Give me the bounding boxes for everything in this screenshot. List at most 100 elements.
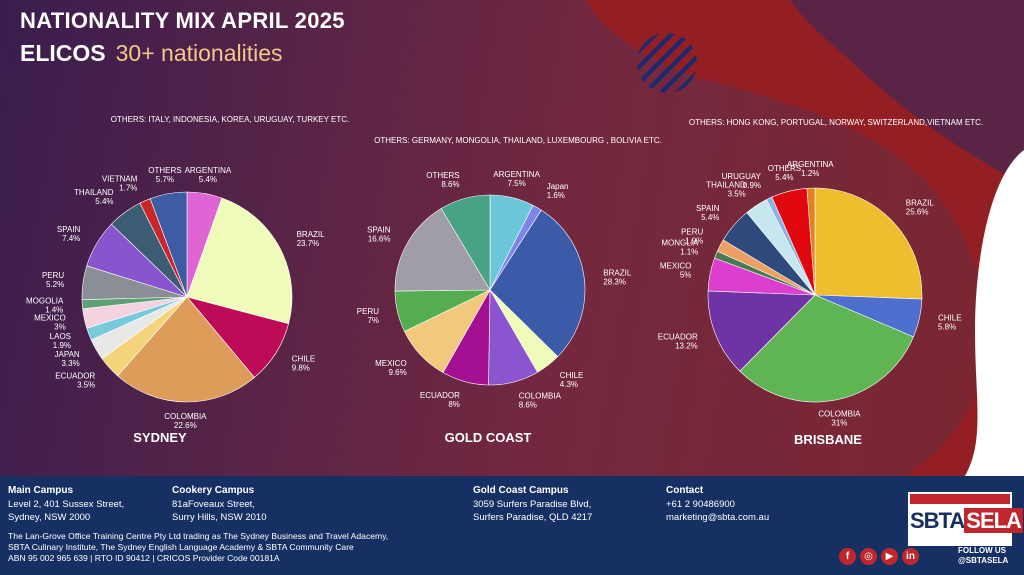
slice-value-label: 8.6% [441, 180, 459, 189]
youtube-icon[interactable]: ▶ [881, 548, 898, 565]
contact-phone[interactable]: +61 2 90486900 [666, 499, 735, 510]
facebook-icon[interactable]: f [839, 548, 856, 565]
pie-slice-others[interactable] [149, 191, 188, 298]
contact-email[interactable]: marketing@sbta.com.au [666, 512, 770, 523]
slice-category-label: ARGENTINA [185, 166, 232, 175]
legal-line: ABN 95 002 965 639 | RTO ID 90412 | CRIC… [8, 553, 280, 563]
red-swoosh-shape [585, 0, 1024, 476]
footer-line: Surry Hills, NSW 2010 [172, 512, 267, 523]
logo-bar [910, 494, 1010, 504]
logo-right: SELA [964, 508, 1023, 533]
slice-category-label: THAILAND [74, 188, 114, 197]
chart-title: BRISBANE [794, 432, 862, 447]
slice-category-label: PERU [42, 271, 64, 280]
pie-charts: ARGENTINA5.4%BRAZIL23.7%CHILE9.8%COLOMBI… [26, 115, 983, 447]
slice-category-label: BRAZIL [906, 199, 935, 208]
footer-contact: Contact +61 2 90486900 marketing@sbta.co… [666, 484, 769, 524]
slice-value-label: 5.4% [701, 213, 719, 222]
slice-value-label: 3.5% [728, 190, 746, 199]
slice-value-label: 25.6% [906, 208, 929, 217]
pie-slice-ecuador[interactable] [707, 290, 816, 372]
pie-slice-others[interactable] [440, 194, 491, 292]
legal-line: The Lan-Grove Office Training Centre Pty… [8, 531, 389, 541]
slice-value-label: 4.3% [560, 380, 578, 389]
follow-label: FOLLOW US [958, 546, 1006, 555]
slice-category-label: OTHERS [148, 166, 181, 175]
pie-slice-brazil[interactable] [186, 197, 293, 325]
slice-value-label: 8.6% [519, 400, 537, 409]
slice-value-label: 3% [54, 323, 66, 332]
footer-heading: Gold Coast Campus [473, 485, 569, 496]
slice-value-label: 3.5% [77, 381, 95, 390]
slice-value-label: 16.6% [368, 234, 391, 243]
footer-line: 81aFoveaux Street, [172, 499, 255, 510]
footer-line: Level 2, 401 Sussex Street, [8, 499, 125, 510]
slice-category-label: SPAIN [367, 225, 391, 234]
slice-value-label: 5.4% [95, 197, 113, 206]
sbta-sela-logo: SBTASELA [908, 492, 1023, 546]
pie-slice-spain[interactable] [394, 208, 491, 292]
slice-value-label: 5.2% [46, 280, 64, 289]
slice-value-label: 1.2% [801, 169, 819, 178]
others-note: OTHERS: ITALY, INDONESIA, KOREA, URUGUAY… [111, 115, 350, 124]
slice-value-label: 5.4% [199, 175, 217, 184]
pie-slice-brazil[interactable] [814, 187, 923, 300]
slice-value-label: 1.9% [685, 237, 703, 246]
slice-value-label: 1.6% [547, 191, 565, 200]
slice-value-label: 0.9% [743, 181, 761, 190]
slice-category-label: PERU [681, 228, 703, 237]
pie-slice-argentina[interactable] [806, 187, 816, 296]
striped-circle-icon [637, 33, 697, 93]
slice-category-label: ECUADOR [55, 372, 95, 381]
slice-category-label: MEXICO [375, 359, 407, 368]
page-subtitle: ELICOS 30+ nationalities [20, 40, 283, 67]
slice-category-label: COLOMBIA [164, 412, 207, 421]
slice-category-label: VIETNAM [102, 174, 138, 183]
slice-value-label: 9.8% [292, 363, 310, 372]
slice-value-label: 1.1% [680, 248, 698, 257]
slice-category-label: ECUADOR [420, 391, 460, 400]
linkedin-icon[interactable]: in [902, 548, 919, 565]
pie-slice-colombia[interactable] [739, 294, 914, 403]
others-note: OTHERS: HONG KONG, PORTUGAL, NORWAY, SWI… [689, 118, 983, 127]
nationalities-count: 30+ nationalities [115, 40, 283, 66]
legal-text: The Lan-Grove Office Training Centre Pty… [8, 531, 388, 564]
slice-category-label: CHILE [292, 354, 316, 363]
program-name: ELICOS [20, 40, 106, 66]
footer-heading: Contact [666, 485, 704, 496]
slice-category-label: SPAIN [57, 225, 81, 234]
footer-heading: Cookery Campus [172, 485, 255, 496]
slice-value-label: 9.6% [388, 368, 406, 377]
slice-category-label: THAILAND [706, 181, 746, 190]
slice-value-label: 1.7% [119, 183, 137, 192]
slice-value-label: 22.6% [174, 421, 197, 430]
slice-value-label: 7.5% [507, 179, 525, 188]
page-title: NATIONALITY MIX APRIL 2025 [20, 8, 345, 33]
slice-category-label: MOGOLIA [26, 297, 64, 306]
slice-value-label: 5.4% [775, 173, 793, 182]
slice-category-label: URUGUAY [722, 172, 762, 181]
footer-line: Sydney, NSW 2000 [8, 512, 91, 523]
slice-category-label: COLOMBIA [818, 410, 861, 419]
slice-category-label: CHILE [560, 371, 584, 380]
footer-cookery-campus: Cookery Campus 81aFoveaux Street, Surry … [172, 484, 267, 524]
slice-category-label: MEXICO [660, 262, 692, 271]
follow-handle: @SBTASELA [958, 556, 1009, 565]
pie-slice-brazil[interactable] [489, 209, 586, 358]
logo-text: SBTASELA [910, 504, 1023, 538]
slice-value-label: 31% [831, 419, 847, 428]
footer-main-campus: Main Campus Level 2, 401 Sussex Street, … [8, 484, 124, 524]
logo-left: SBTA [910, 508, 965, 533]
slice-value-label: 3.3% [61, 359, 79, 368]
pie-slice-colombia[interactable] [117, 296, 255, 403]
instagram-icon[interactable]: ◎ [860, 548, 877, 565]
slice-category-label: SPAIN [696, 204, 720, 213]
slice-category-label: BRAZIL [297, 230, 326, 239]
slice-category-label: Japan [547, 182, 569, 191]
slice-value-label: 1.4% [45, 306, 63, 315]
white-edge-shape [965, 150, 1024, 476]
